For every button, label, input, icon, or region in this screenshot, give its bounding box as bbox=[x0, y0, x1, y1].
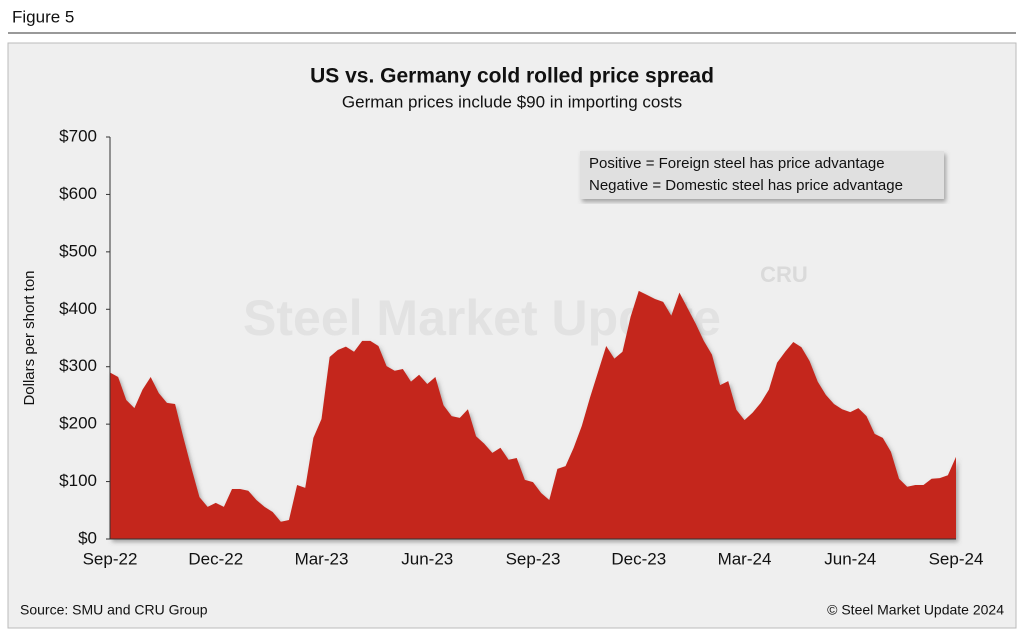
copyright: © Steel Market Update 2024 bbox=[827, 602, 1004, 618]
annotation: Positive = Foreign steel has price advan… bbox=[589, 155, 885, 172]
annotation: Negative = Domestic steel has price adva… bbox=[589, 177, 903, 194]
annotation-box bbox=[580, 151, 944, 199]
area bbox=[110, 290, 956, 539]
chart-subtitle: German prices include $90 in importing c… bbox=[342, 92, 682, 111]
x-tick-label: Sep-22 bbox=[83, 549, 138, 568]
y-tick-label: $700 bbox=[59, 126, 97, 145]
watermark: CRU bbox=[760, 262, 808, 287]
x-tick-label: Dec-22 bbox=[188, 549, 243, 568]
x-tick-label: Mar-23 bbox=[295, 549, 349, 568]
y-axis-label: Dollars per short ton bbox=[21, 270, 38, 405]
x-tick-label: Mar-24 bbox=[718, 549, 772, 568]
x-tick-label: Jun-23 bbox=[401, 549, 453, 568]
source: Source: SMU and CRU Group bbox=[20, 602, 208, 618]
x-tick-label: Jun-24 bbox=[824, 549, 876, 568]
y-tick-label: $500 bbox=[59, 241, 97, 260]
y-tick-label: $300 bbox=[59, 356, 97, 375]
y-tick-label: $200 bbox=[59, 414, 97, 433]
x-tick-label: Sep-24 bbox=[929, 549, 984, 568]
y-tick-label: $600 bbox=[59, 184, 97, 203]
y-tick-label: $0 bbox=[78, 528, 97, 547]
x-tick-label: Dec-23 bbox=[611, 549, 666, 568]
x-tick-label: Sep-23 bbox=[506, 549, 561, 568]
y-tick-label: $100 bbox=[59, 471, 97, 490]
y-tick-label: $400 bbox=[59, 299, 97, 318]
figure-label: Figure 5 bbox=[12, 7, 74, 26]
chart-title: US vs. Germany cold rolled price spread bbox=[310, 65, 714, 88]
